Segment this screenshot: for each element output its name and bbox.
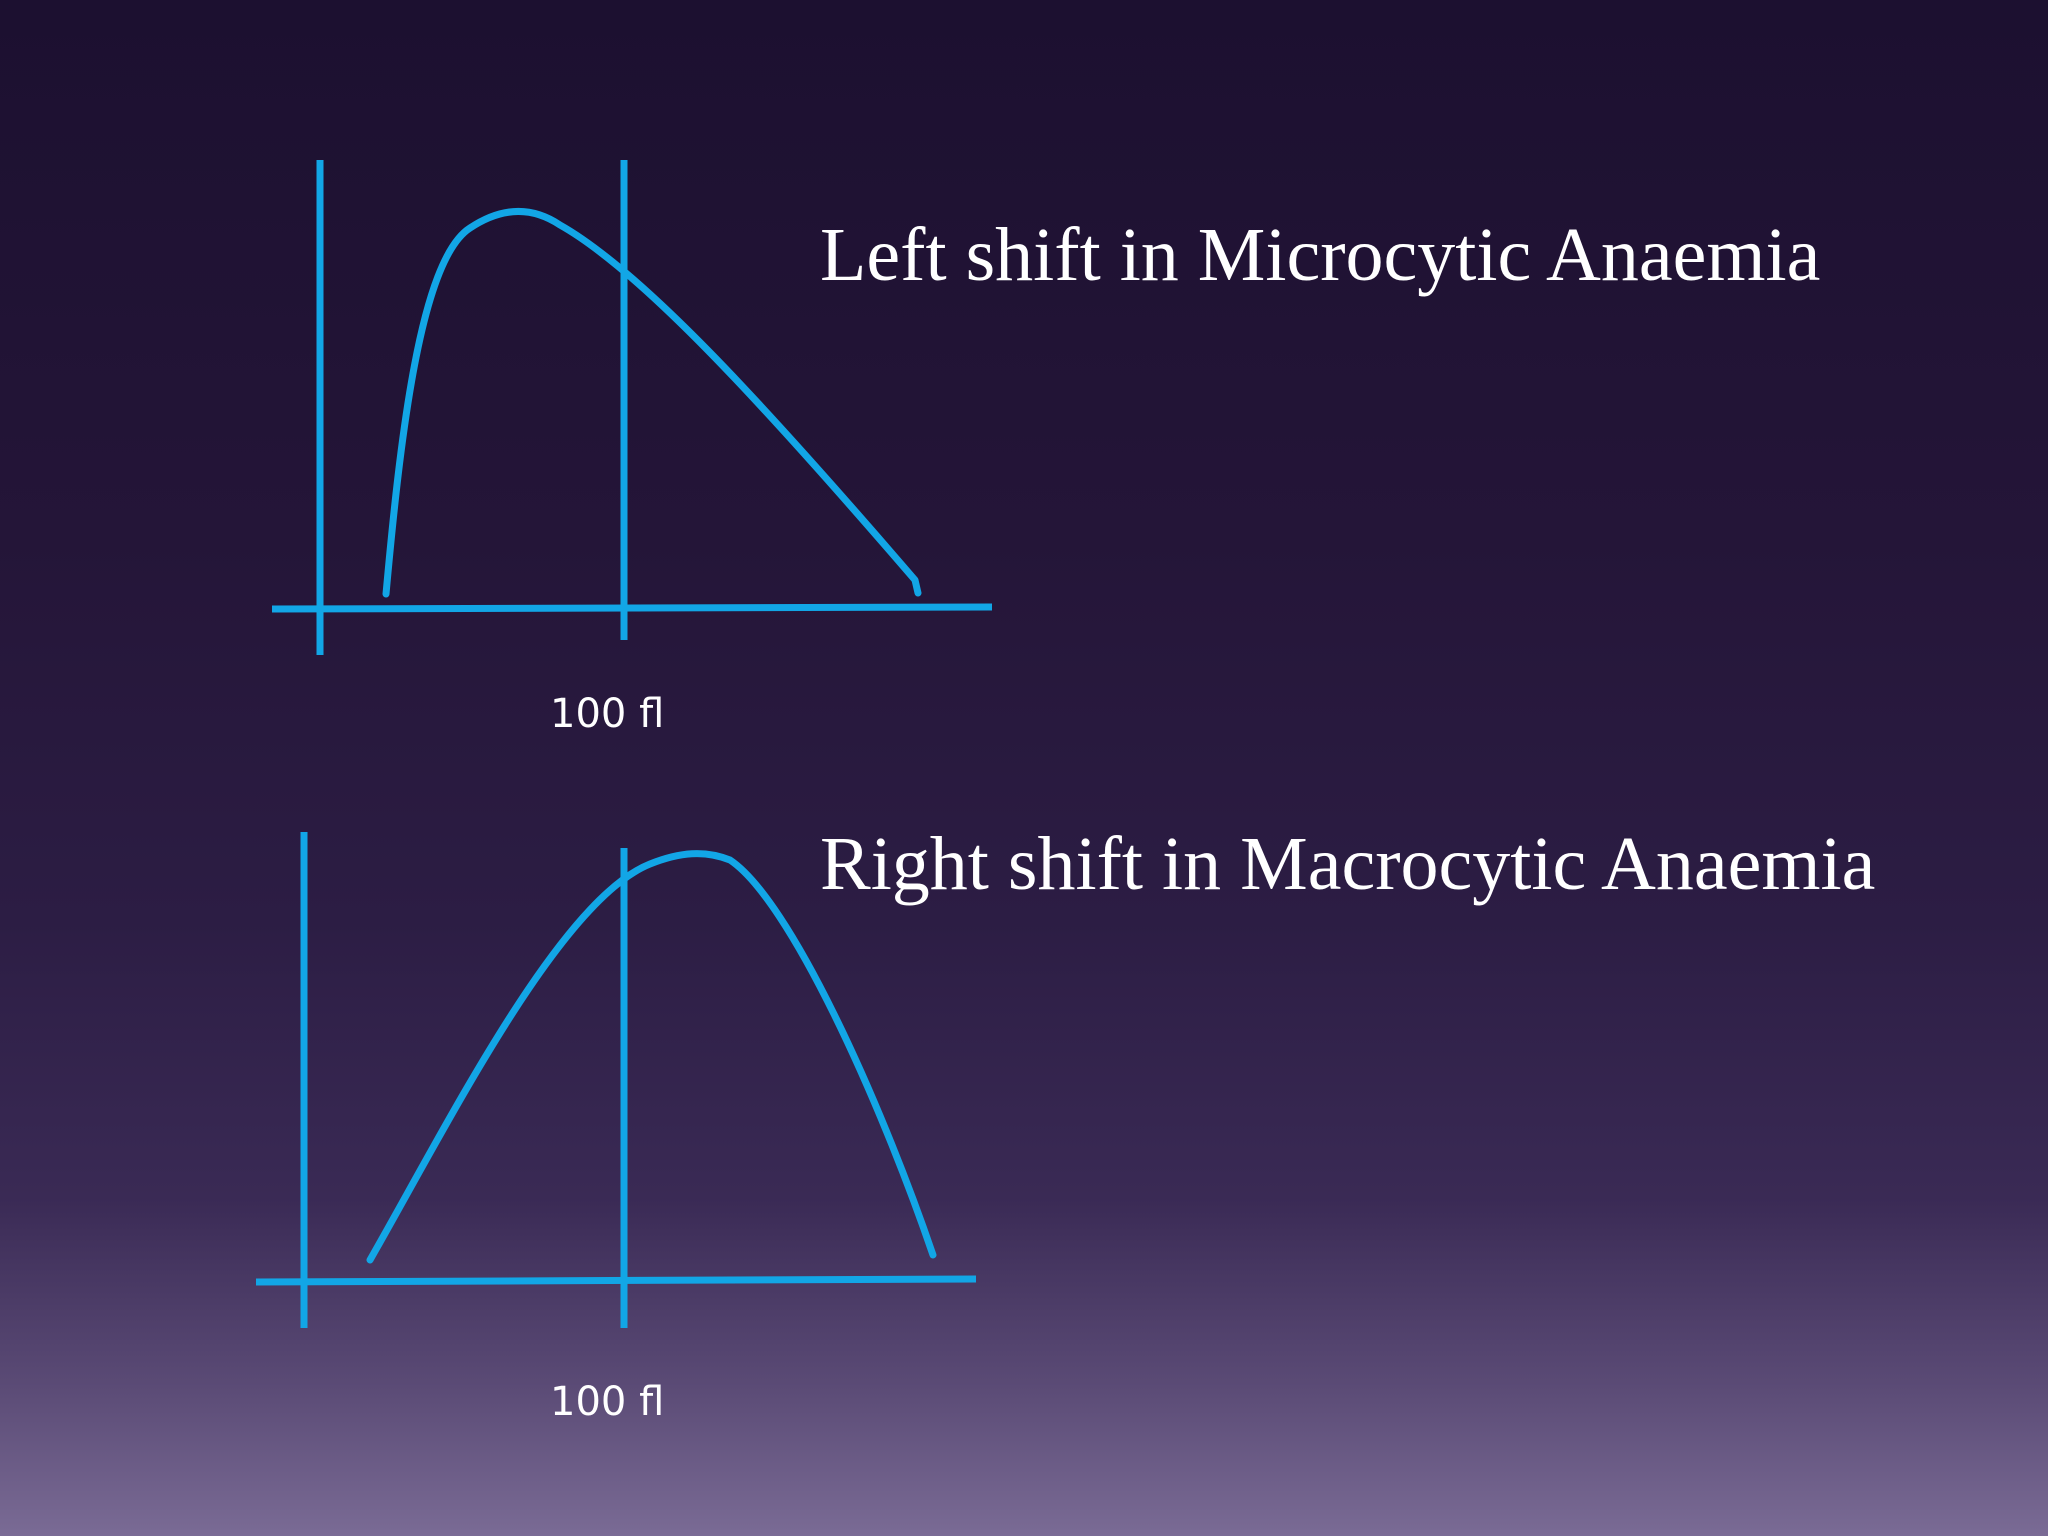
x-axis bbox=[255, 1275, 977, 1286]
marker-label-100fl: 100 fl bbox=[550, 691, 665, 737]
heading-left-shift: Left shift in Microcytic Anaemia bbox=[820, 213, 1821, 297]
marker-label-100fl: 100 fl bbox=[550, 1379, 665, 1425]
panel-right-shift bbox=[255, 832, 977, 1328]
distribution-curve bbox=[366, 850, 937, 1264]
distribution-curve bbox=[382, 207, 922, 598]
panel-left-shift bbox=[271, 160, 993, 655]
heading-right-shift: Right shift in Macrocytic Anaemia bbox=[820, 822, 1876, 906]
x-axis bbox=[271, 603, 993, 613]
